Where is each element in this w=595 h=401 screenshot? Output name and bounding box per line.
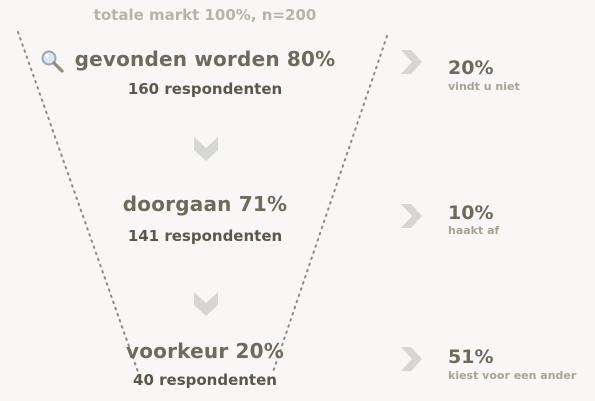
drop-quits-pct: 10%	[448, 202, 494, 224]
chevron-right-icon	[401, 50, 422, 74]
stage-preference-title: voorkeur 20%	[125, 339, 285, 363]
funnel-left-edge	[17, 31, 139, 373]
total-market-label: totale markt 100%, n=200	[93, 6, 317, 24]
stage-continue-respondents: 141 respondenten	[127, 227, 283, 245]
chevron-right-icon	[401, 204, 422, 228]
drop-other-choice-label: kiest voor een ander	[448, 369, 577, 382]
stage-found-title: gevonden worden 80%	[74, 47, 336, 71]
chevron-right-icon	[401, 347, 422, 371]
stage-continue-title: doorgaan 71%	[122, 192, 288, 216]
drop-quits-label: haakt af	[448, 224, 500, 237]
stage-found-respondents: 160 respondenten	[127, 80, 283, 98]
drop-other-choice-pct: 51%	[448, 346, 494, 368]
stage-preference-respondents: 40 respondenten	[133, 371, 277, 389]
search-icon	[41, 50, 64, 73]
drop-not-found-label: vindt u niet	[448, 80, 520, 93]
funnel-right-edge	[272, 35, 388, 373]
chevron-down-icon	[194, 292, 218, 316]
drop-not-found-pct: 20%	[448, 57, 494, 79]
chevron-down-icon	[194, 137, 218, 161]
